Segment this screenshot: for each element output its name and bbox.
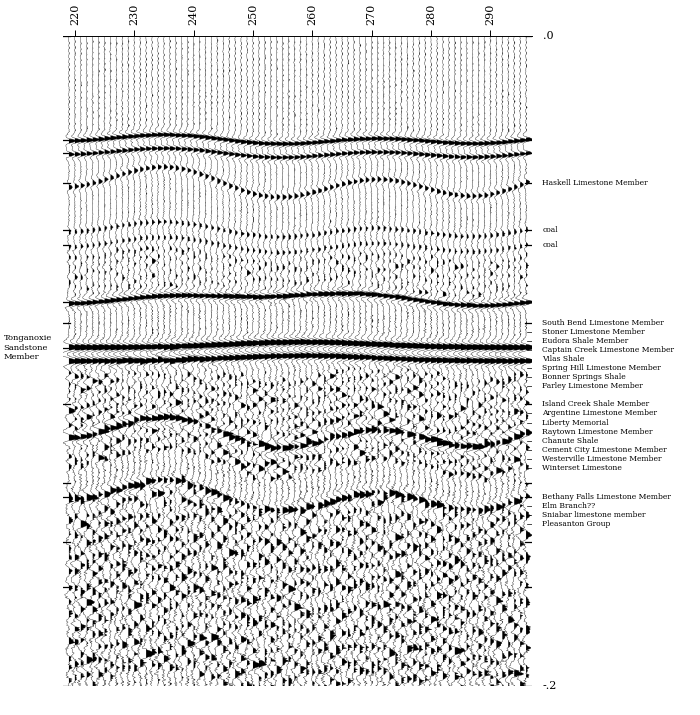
Text: Captain Creek Limestone Member: Captain Creek Limestone Member [542,346,675,354]
Text: Cement City Limestone Member: Cement City Limestone Member [542,445,667,453]
Text: Bonner Springs Shale: Bonner Springs Shale [542,373,626,381]
Text: .0: .0 [542,31,553,41]
Text: Spring Hill Limestone Member: Spring Hill Limestone Member [542,365,662,373]
Text: Island Creek Shale Member: Island Creek Shale Member [542,400,650,408]
Text: Haskell Limestone Member: Haskell Limestone Member [542,179,648,187]
Text: Pleasanton Group: Pleasanton Group [542,520,611,528]
Text: coal: coal [542,242,558,250]
Text: Bethany Falls Limestone Member: Bethany Falls Limestone Member [542,493,671,500]
Text: Westerville Limestone Member: Westerville Limestone Member [542,455,662,463]
Text: Stoner Limestone Member: Stoner Limestone Member [542,328,645,336]
Text: Eudora Shale Member: Eudora Shale Member [542,337,629,345]
Text: Chanute Shale: Chanute Shale [542,437,599,445]
Text: -.2: -.2 [542,681,557,691]
Text: Vilas Shale: Vilas Shale [542,355,585,363]
Text: Raytown Limestone Member: Raytown Limestone Member [542,428,653,435]
Text: Sniabar limestone member: Sniabar limestone member [542,511,646,518]
Text: Liberty Memorial: Liberty Memorial [542,418,609,427]
Text: Winterset Limestone: Winterset Limestone [542,464,622,472]
Text: Elm Branch??: Elm Branch?? [542,502,596,510]
Text: Farley Limestone Member: Farley Limestone Member [542,383,643,390]
Text: South Bend Limestone Member: South Bend Limestone Member [542,319,664,327]
Text: Argentine Limestone Member: Argentine Limestone Member [542,410,657,418]
Text: coal: coal [542,226,558,234]
Text: Tonganoxie
Sandstone
Member: Tonganoxie Sandstone Member [4,334,52,361]
